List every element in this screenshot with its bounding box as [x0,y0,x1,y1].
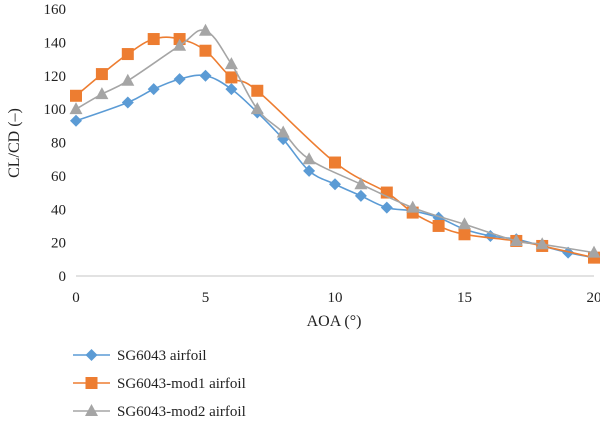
data-point [173,38,187,51]
data-point [432,219,445,232]
data-point [588,251,600,264]
data-point [458,217,471,230]
plot-area: 0 5 10 15 20 0 20 40 60 80 100 120 140 160 [44,2,600,306]
y-tick-label: 0 [59,269,67,285]
data-point [225,71,238,84]
data-point [302,152,316,165]
legend-label: SG6043-mod2 airfoil [117,404,246,420]
x-tick-label: 20 [587,290,600,306]
x-tick-label: 0 [72,290,80,306]
data-point [380,201,393,214]
data-point [70,89,82,102]
data-point [225,83,238,96]
y-tick-label: 40 [51,202,66,218]
data-point [251,84,264,97]
legend-marker [85,349,98,361]
data-point [121,73,135,86]
data-point [69,102,83,115]
data-point [199,44,212,57]
data-point [276,125,290,138]
y-tick-label: 100 [44,102,67,118]
legend-marker [85,377,98,389]
x-axis-label: AOA (°) [307,313,362,330]
y-tick-label: 140 [44,35,67,51]
y-tick-label: 80 [51,136,66,152]
series-2 [70,33,600,264]
legend-label: SG6043-mod1 airfoil [117,376,246,392]
x-tick-label: 5 [202,290,210,306]
data-point [354,177,368,190]
series-line [75,29,595,254]
data-point [406,200,420,213]
data-point [121,48,134,61]
data-point [329,156,341,169]
legend-item: SG6043-mod1 airfoil [73,376,246,392]
legend-item: SG6043 airfoil [73,348,207,364]
series-3 [69,23,600,258]
y-axis-label: CL/CD (–) [6,108,23,178]
data-point [458,228,471,241]
data-point [95,87,109,100]
data-point [224,57,238,70]
x-tick-label: 15 [457,290,472,306]
series-layer [69,23,600,264]
data-point [303,164,316,177]
data-point [173,73,186,86]
data-point [509,233,523,246]
data-point [354,189,367,202]
data-point [147,83,160,96]
y-tick-label: 120 [44,69,67,85]
data-point [329,178,341,191]
legend-marker [85,404,98,416]
legend-label: SG6043 airfoil [117,348,207,364]
data-point [147,33,160,46]
data-point [535,237,549,250]
y-tick-label: 160 [44,2,67,18]
x-tick-labels: 0 5 10 15 20 [72,290,600,306]
legend: SG6043 airfoil SG6043-mod1 airfoil SG6043-… [73,348,246,420]
y-tick-label: 20 [51,236,66,252]
data-point [587,245,600,258]
y-tick-labels: 0 20 40 60 80 100 120 140 160 [44,2,67,285]
y-tick-label: 60 [51,169,66,185]
data-point [95,68,108,81]
data-point [199,23,212,36]
data-point [199,69,212,82]
x-tick-label: 10 [328,290,343,306]
legend-item: SG6043-mod2 airfoil [73,404,246,420]
data-point [70,114,82,127]
data-point [250,102,264,115]
data-point [121,96,134,109]
series-line [75,36,595,259]
